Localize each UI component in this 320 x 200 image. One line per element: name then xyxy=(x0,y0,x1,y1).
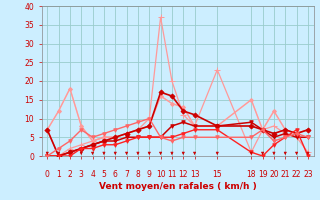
X-axis label: Vent moyen/en rafales ( km/h ): Vent moyen/en rafales ( km/h ) xyxy=(99,182,256,191)
